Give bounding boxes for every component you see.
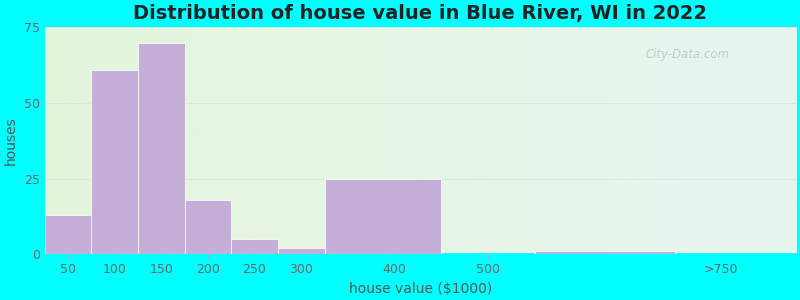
Bar xyxy=(138,43,185,254)
X-axis label: house value ($1000): house value ($1000) xyxy=(349,282,492,296)
Title: Distribution of house value in Blue River, WI in 2022: Distribution of house value in Blue Rive… xyxy=(134,4,707,23)
Bar xyxy=(231,239,278,254)
Bar xyxy=(534,251,674,254)
Bar xyxy=(534,251,674,254)
Y-axis label: houses: houses xyxy=(4,116,18,165)
Bar xyxy=(91,70,138,254)
Bar xyxy=(325,179,442,254)
Bar xyxy=(45,215,91,254)
Bar xyxy=(138,43,185,254)
Text: City-Data.com: City-Data.com xyxy=(646,48,730,61)
Bar xyxy=(231,239,278,254)
Bar xyxy=(45,215,91,254)
Bar xyxy=(325,179,442,254)
Bar xyxy=(185,200,231,254)
Bar xyxy=(185,200,231,254)
Bar xyxy=(91,70,138,254)
Bar xyxy=(278,248,325,254)
Bar xyxy=(278,248,325,254)
